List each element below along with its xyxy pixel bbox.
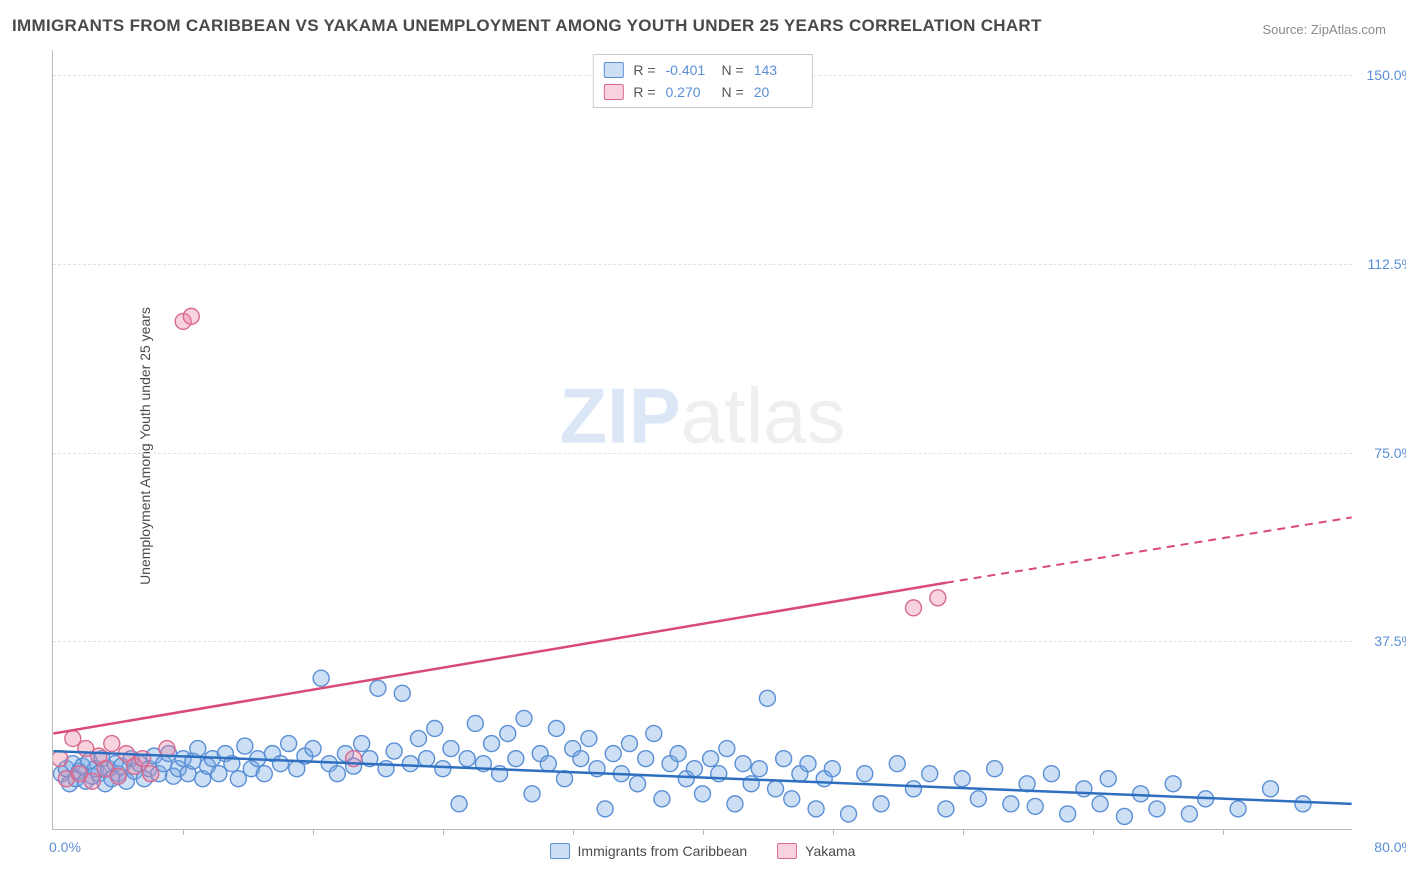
swatch-yakama-bottom-icon: [777, 843, 797, 859]
x-tick-mark: [443, 829, 444, 835]
plot-area: ZIPatlas R = -0.401 N = 143 R = 0.270 N …: [52, 50, 1352, 830]
r-label-2: R =: [633, 81, 655, 103]
gridline: [53, 264, 1352, 265]
legend-item-caribbean: Immigrants from Caribbean: [550, 843, 748, 859]
y-tick-label: 37.5%: [1358, 633, 1406, 649]
legend-item-yakama: Yakama: [777, 843, 855, 859]
caribbean-n-value: 143: [754, 59, 800, 81]
source-prefix: Source:: [1262, 22, 1310, 37]
x-tick-mark: [573, 829, 574, 835]
chart-title: IMMIGRANTS FROM CARIBBEAN VS YAKAMA UNEM…: [12, 16, 1042, 36]
x-tick-mark: [703, 829, 704, 835]
source-name: ZipAtlas.com: [1311, 22, 1386, 37]
x-right-label: 80.0%: [1374, 839, 1406, 855]
n-label: N =: [722, 59, 744, 81]
y-tick-label: 150.0%: [1358, 67, 1406, 83]
y-tick-label: 112.5%: [1358, 256, 1406, 272]
gridline: [53, 453, 1352, 454]
swatch-caribbean-icon: [603, 62, 623, 78]
swatch-yakama-icon: [603, 84, 623, 100]
x-tick-mark: [1223, 829, 1224, 835]
legend-label-caribbean: Immigrants from Caribbean: [578, 843, 748, 859]
scatter-svg: [53, 50, 1352, 829]
yakama-n-value: 20: [754, 81, 800, 103]
legend-row-caribbean: R = -0.401 N = 143: [603, 59, 799, 81]
legend-row-yakama: R = 0.270 N = 20: [603, 81, 799, 103]
x-tick-mark: [1093, 829, 1094, 835]
y-tick-label: 75.0%: [1358, 445, 1406, 461]
x-left-label: 0.0%: [49, 839, 81, 855]
legend-stats: R = -0.401 N = 143 R = 0.270 N = 20: [592, 54, 812, 108]
legend-series: Immigrants from Caribbean Yakama: [550, 843, 856, 859]
caribbean-r-value: -0.401: [666, 59, 712, 81]
x-tick-mark: [963, 829, 964, 835]
watermark-zip: ZIP: [559, 372, 680, 460]
x-tick-mark: [833, 829, 834, 835]
yakama-r-value: 0.270: [666, 81, 712, 103]
source-label: Source: ZipAtlas.com: [1262, 22, 1386, 37]
n-label-2: N =: [722, 81, 744, 103]
watermark: ZIPatlas: [559, 371, 845, 462]
x-tick-mark: [183, 829, 184, 835]
chart-container: IMMIGRANTS FROM CARIBBEAN VS YAKAMA UNEM…: [0, 0, 1406, 892]
swatch-caribbean-bottom-icon: [550, 843, 570, 859]
gridline: [53, 641, 1352, 642]
r-label: R =: [633, 59, 655, 81]
x-tick-mark: [313, 829, 314, 835]
legend-label-yakama: Yakama: [805, 843, 855, 859]
watermark-atlas: atlas: [681, 372, 846, 460]
